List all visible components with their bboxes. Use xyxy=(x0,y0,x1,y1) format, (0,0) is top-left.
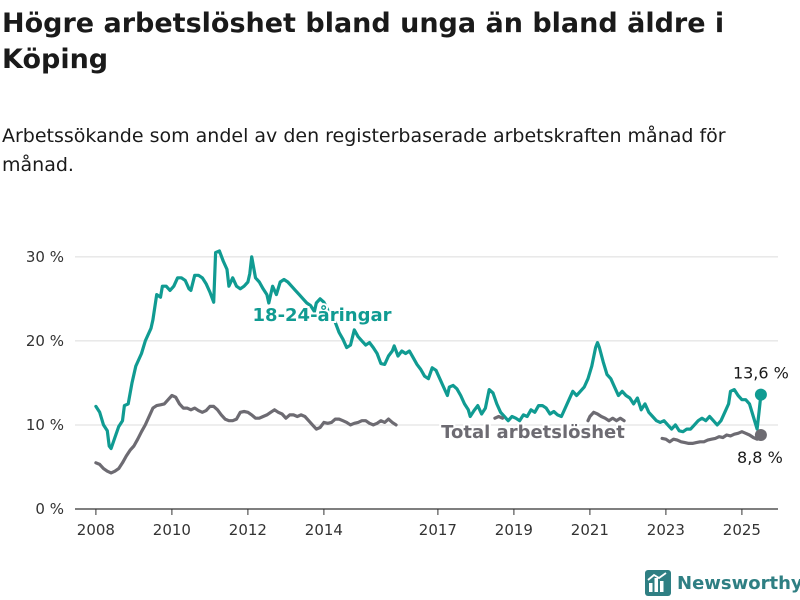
series-end-point xyxy=(754,429,767,442)
y-tick-label: 10 % xyxy=(26,416,64,434)
series-line xyxy=(586,410,626,423)
series-line xyxy=(660,430,763,445)
x-tick-label: 2012 xyxy=(229,521,267,539)
series-youth xyxy=(94,249,767,451)
brand-name: Newsworthy xyxy=(677,572,800,594)
y-tick-label: 20 % xyxy=(26,332,64,350)
page-title: Högre arbetslöshet bland unga än bland ä… xyxy=(2,8,725,75)
label-layer: 13,6 % 8,8 % 18-24-åringar Total arbetslösh… xyxy=(251,302,789,467)
bar-chart-logo-icon xyxy=(645,570,671,596)
chart-subtitle: Arbetssökande som andel av den registerb… xyxy=(2,125,726,176)
x-tick-label: 2010 xyxy=(153,521,191,539)
series-line xyxy=(94,393,398,475)
series-line xyxy=(493,414,505,420)
y-tick-label: 0 % xyxy=(35,500,64,518)
x-tick-label: 2021 xyxy=(571,521,609,539)
axis-layer: 0 % 10 % 20 % 30 % 2008 2010 2012 2014 2017 2019 2… xyxy=(26,248,778,539)
end-value-label: 13,6 % xyxy=(733,364,789,383)
x-tick-label: 2014 xyxy=(305,521,343,539)
grid-layer xyxy=(75,256,778,426)
y-tick-label: 30 % xyxy=(26,248,64,266)
x-tick-label: 2017 xyxy=(419,521,457,539)
end-value-label: 8,8 % xyxy=(737,448,783,467)
series-layer xyxy=(94,249,767,475)
series-label-total: Total arbetslöshet xyxy=(441,422,625,443)
series-line xyxy=(94,249,763,451)
series-total xyxy=(94,393,767,475)
newsworthy-logo: Newsworthy xyxy=(645,569,800,597)
series-end-point xyxy=(754,388,767,401)
x-tick-label: 2023 xyxy=(647,521,685,539)
series-label-youth: 18-24-åringar xyxy=(253,304,392,326)
x-tick-label: 2025 xyxy=(723,521,761,539)
x-tick-label: 2019 xyxy=(495,521,533,539)
x-tick-label: 2008 xyxy=(77,521,115,539)
